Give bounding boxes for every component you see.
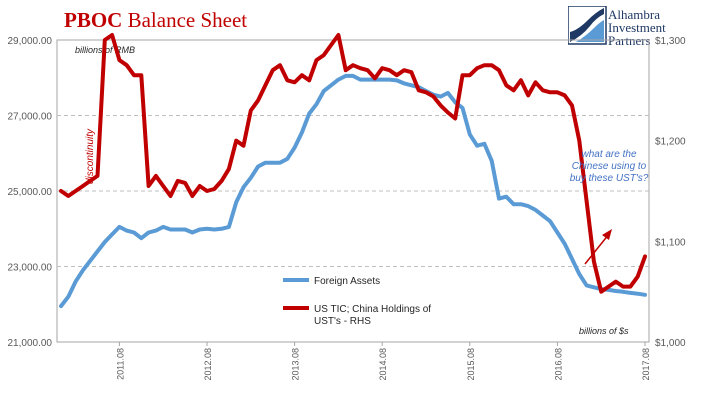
x-tick-label: 2015.08 <box>466 348 476 381</box>
title-rest: Balance Sheet <box>122 8 248 32</box>
right-tick-label: $1,200 <box>655 137 686 148</box>
annotation-arrow-shaft <box>584 233 610 265</box>
legend-label-ust-holdings: US TIC; China Holdings of UST's - RHS <box>314 304 431 327</box>
left-tick-label: 27,000.00 <box>8 112 53 123</box>
annotation-discontinuity: discontinuity <box>85 128 96 184</box>
x-tick-label: 2016.08 <box>553 348 563 381</box>
left-tick-label: 29,000.00 <box>8 36 53 47</box>
x-tick-label: 2011.08 <box>115 348 125 380</box>
annotation-question-line: Chinese using to <box>572 161 647 172</box>
logo-line-2: Investment <box>608 20 666 35</box>
right-tick-label: $1,300 <box>655 36 686 47</box>
title-bold: PBOC <box>64 8 123 32</box>
x-tick-label: 2014.08 <box>378 348 388 381</box>
left-tick-label: 21,000.00 <box>8 338 53 349</box>
annotation-question-line: buy these UST's? <box>570 173 649 184</box>
legend-label-foreign-assets: Foreign Assets <box>314 276 380 287</box>
annotation-arrow-head-icon <box>602 229 612 240</box>
left-tick-label: 25,000.00 <box>8 187 53 198</box>
right-tick-label: $1,000 <box>655 338 686 349</box>
series-ust-holdings-line <box>59 33 647 294</box>
right-tick-label: $1,100 <box>655 237 686 248</box>
chart-title: PBOC Balance Sheet <box>64 8 247 33</box>
right-axis-label: billions of $s <box>579 326 629 336</box>
x-tick-label: 2017.08 <box>641 348 651 381</box>
left-tick-label: 23,000.00 <box>8 263 53 274</box>
annotation-question-line: what are the <box>581 149 636 160</box>
x-tick-label: 2012.08 <box>203 348 213 381</box>
alhambra-logo-icon <box>568 6 607 45</box>
x-tick-label: 2013.08 <box>291 348 301 381</box>
logo-line-1: Alhambra <box>608 7 660 22</box>
series-foreign-assets-line <box>59 73 647 309</box>
